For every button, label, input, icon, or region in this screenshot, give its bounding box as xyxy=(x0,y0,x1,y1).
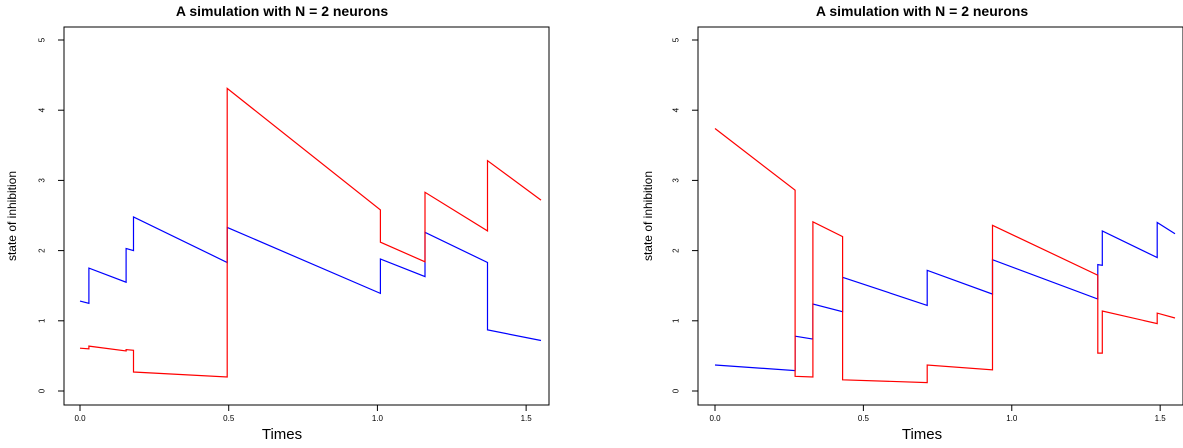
y-tick-label: 4 xyxy=(672,107,681,112)
y-tick-label: 0 xyxy=(38,388,47,393)
y-tick-label: 1 xyxy=(38,318,47,323)
x-axis-label: Times xyxy=(262,426,302,443)
y-tick-label: 1 xyxy=(672,318,681,323)
x-tick-label: 1.5 xyxy=(1155,414,1167,423)
x-ticks: 0.0 0.5 1.0 1.5 xyxy=(709,405,1166,423)
x-tick-label: 0.5 xyxy=(223,414,235,423)
x-tick-label: 1.0 xyxy=(1006,414,1018,423)
chart-panel-1: A simulation with N = 2 neurons Times st… xyxy=(5,3,550,443)
y-tick-label: 3 xyxy=(672,178,681,183)
series-line-2 xyxy=(79,87,542,378)
x-tick-label: 0.0 xyxy=(709,414,721,423)
y-tick-label: 2 xyxy=(38,248,47,253)
y-axis-label: state of inhibition xyxy=(5,171,19,261)
y-tick-label: 3 xyxy=(38,178,47,183)
y-tick-label: 4 xyxy=(38,107,47,112)
series-line-1 xyxy=(714,221,1176,372)
x-axis-label: Times xyxy=(902,426,942,443)
chart-panel-2: A simulation with N = 2 neurons Times st… xyxy=(641,3,1183,443)
x-tick-label: 1.5 xyxy=(521,414,533,423)
y-ticks: 0 1 2 3 4 5 xyxy=(672,37,698,393)
x-tick-label: 0.0 xyxy=(74,414,86,423)
x-tick-label: 0.5 xyxy=(858,414,870,423)
y-tick-label: 0 xyxy=(672,388,681,393)
series-line-2 xyxy=(714,128,1176,384)
y-tick-label: 5 xyxy=(38,37,47,42)
y-ticks: 0 1 2 3 4 5 xyxy=(38,37,64,393)
chart-title: A simulation with N = 2 neurons xyxy=(816,3,1028,19)
x-ticks: 0.0 0.5 1.0 1.5 xyxy=(74,405,532,423)
series-line-1 xyxy=(79,215,542,342)
plot-frame xyxy=(697,26,1183,406)
x-tick-label: 1.0 xyxy=(372,414,384,423)
y-tick-label: 2 xyxy=(672,248,681,253)
plot-frame xyxy=(63,26,550,406)
y-tick-label: 5 xyxy=(672,37,681,42)
series-layer xyxy=(714,128,1176,384)
series-layer xyxy=(79,87,542,378)
chart-title: A simulation with N = 2 neurons xyxy=(176,3,388,19)
y-axis-label: state of inhibition xyxy=(641,171,655,261)
